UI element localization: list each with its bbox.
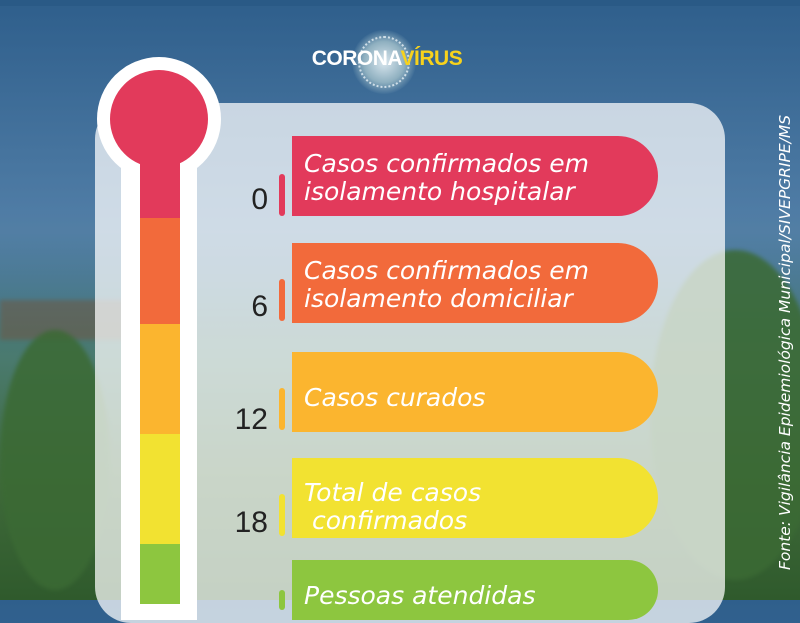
thermometer-segment bbox=[140, 434, 180, 544]
thermometer-segment bbox=[140, 218, 180, 324]
stat-value: 0 bbox=[251, 183, 268, 216]
stat-label: Total de casos confirmados bbox=[304, 478, 482, 535]
virus-icon bbox=[352, 30, 416, 94]
logo-text: CORONAVÍRUS bbox=[311, 47, 463, 70]
thermometer-segment bbox=[140, 544, 180, 604]
stat-value: 18 bbox=[234, 506, 268, 539]
stat-value: 12 bbox=[234, 403, 268, 436]
thermometer-segment bbox=[140, 324, 180, 434]
stat-pill bbox=[292, 136, 658, 216]
stat-label: Casos confirmados em isolamento domicili… bbox=[304, 256, 589, 313]
stat-tick bbox=[279, 590, 285, 610]
stat-tick bbox=[279, 279, 285, 321]
stat-value: 6 bbox=[251, 290, 268, 323]
top-bar bbox=[0, 0, 800, 6]
coronavirus-logo: CORONAVÍRUS bbox=[302, 30, 472, 94]
background-tree bbox=[0, 330, 110, 590]
stat-pill bbox=[292, 243, 658, 323]
stat-label: Casos confirmados em isolamento hospital… bbox=[304, 149, 589, 206]
thermometer-segment bbox=[140, 150, 180, 218]
source-credit: Fonte: Vigilância Epidemiológica Municip… bbox=[776, 114, 794, 570]
stat-pill bbox=[292, 352, 658, 432]
stat-tick bbox=[279, 174, 285, 216]
stat-label: Casos curados bbox=[304, 383, 486, 412]
stat-tick bbox=[279, 388, 285, 430]
stat-label: Pessoas atendidas bbox=[304, 581, 536, 610]
stat-pill bbox=[292, 458, 658, 538]
stat-tick bbox=[279, 494, 285, 536]
